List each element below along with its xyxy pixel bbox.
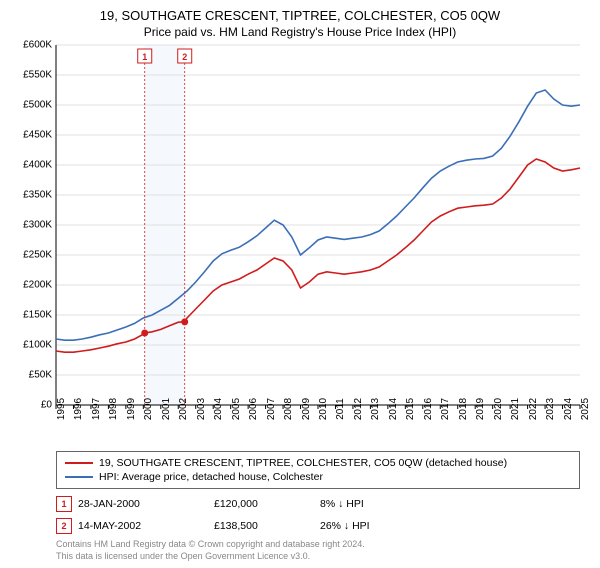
sale-delta: 26% ↓ HPI [320,520,440,532]
x-axis: 1995199619971998199920002001200220032004… [56,405,580,445]
x-tick-label: 2004 [213,398,224,420]
x-tick-label: 1995 [56,398,67,420]
legend-swatch [65,476,93,478]
sales-table: 1 28-JAN-2000 £120,000 8% ↓ HPI 2 14-MAY-2002… [56,493,580,537]
x-tick-label: 2015 [405,398,416,420]
x-tick-label: 2003 [196,398,207,420]
legend-label: 19, SOUTHGATE CRESCENT, TIPTREE, COLCHES… [99,457,507,469]
y-tick-label: £600K [23,40,52,51]
x-tick-label: 2008 [283,398,294,420]
series-hpi [56,90,580,340]
x-tick-label: 1996 [73,398,84,420]
x-tick-label: 2021 [510,398,521,420]
x-tick-label: 2022 [528,398,539,420]
y-tick-label: £50K [29,370,52,381]
y-tick-label: £0 [41,400,52,411]
x-tick-label: 2018 [458,398,469,420]
footer: Contains HM Land Registry data © Crown c… [56,539,586,562]
x-tick-label: 2020 [493,398,504,420]
y-tick-label: £200K [23,280,52,291]
svg-text:1: 1 [142,52,147,62]
x-tick-label: 2011 [335,398,346,420]
legend-swatch [65,462,93,464]
legend-item: 19, SOUTHGATE CRESCENT, TIPTREE, COLCHES… [65,456,571,470]
x-tick-label: 1997 [91,398,102,420]
x-tick-label: 2005 [231,398,242,420]
x-tick-label: 2006 [248,398,259,420]
y-tick-label: £550K [23,70,52,81]
legend-item: HPI: Average price, detached house, Colc… [65,470,571,484]
x-tick-label: 2016 [423,398,434,420]
sale-date: 28-JAN-2000 [78,498,208,510]
x-tick-label: 2000 [143,398,154,420]
sale-price: £120,000 [214,498,314,510]
y-tick-label: £150K [23,310,52,321]
y-tick-label: £250K [23,250,52,261]
sale-row: 2 14-MAY-2002 £138,500 26% ↓ HPI [56,515,580,537]
x-tick-label: 2019 [475,398,486,420]
x-tick-label: 2002 [178,398,189,420]
sale-marker-box: 1 [56,496,72,512]
plot-svg: 12 [56,45,580,405]
x-tick-label: 2010 [318,398,329,420]
legend: 19, SOUTHGATE CRESCENT, TIPTREE, COLCHES… [56,451,580,489]
x-tick-label: 2013 [370,398,381,420]
x-tick-label: 1998 [108,398,119,420]
sale-row: 1 28-JAN-2000 £120,000 8% ↓ HPI [56,493,580,515]
x-tick-label: 2017 [440,398,451,420]
x-tick-label: 1999 [126,398,137,420]
sale-date: 14-MAY-2002 [78,520,208,532]
sale-marker-box: 2 [56,518,72,534]
chart-subtitle: Price paid vs. HM Land Registry's House … [14,25,586,39]
sale-delta: 8% ↓ HPI [320,498,440,510]
x-tick-label: 2024 [563,398,574,420]
x-tick-label: 2009 [301,398,312,420]
x-tick-label: 2012 [353,398,364,420]
y-tick-label: £400K [23,160,52,171]
x-tick-label: 2014 [388,398,399,420]
y-tick-label: £500K [23,100,52,111]
x-tick-label: 2025 [580,398,591,420]
footer-line-2: This data is licensed under the Open Gov… [56,551,586,563]
y-tick-label: £300K [23,220,52,231]
footer-line-1: Contains HM Land Registry data © Crown c… [56,539,586,551]
chart-title-address: 19, SOUTHGATE CRESCENT, TIPTREE, COLCHES… [14,8,586,23]
x-tick-label: 2001 [161,398,172,420]
legend-label: HPI: Average price, detached house, Colc… [99,471,323,483]
y-tick-label: £450K [23,130,52,141]
y-tick-label: £350K [23,190,52,201]
y-tick-label: £100K [23,340,52,351]
sale-price: £138,500 [214,520,314,532]
chart-container: 19, SOUTHGATE CRESCENT, TIPTREE, COLCHES… [0,0,600,568]
x-tick-label: 2007 [266,398,277,420]
x-tick-label: 2023 [545,398,556,420]
plot-area: £0£50K£100K£150K£200K£250K£300K£350K£400… [56,45,580,405]
y-axis: £0£50K£100K£150K£200K£250K£300K£350K£400… [14,45,54,405]
svg-text:2: 2 [182,52,187,62]
